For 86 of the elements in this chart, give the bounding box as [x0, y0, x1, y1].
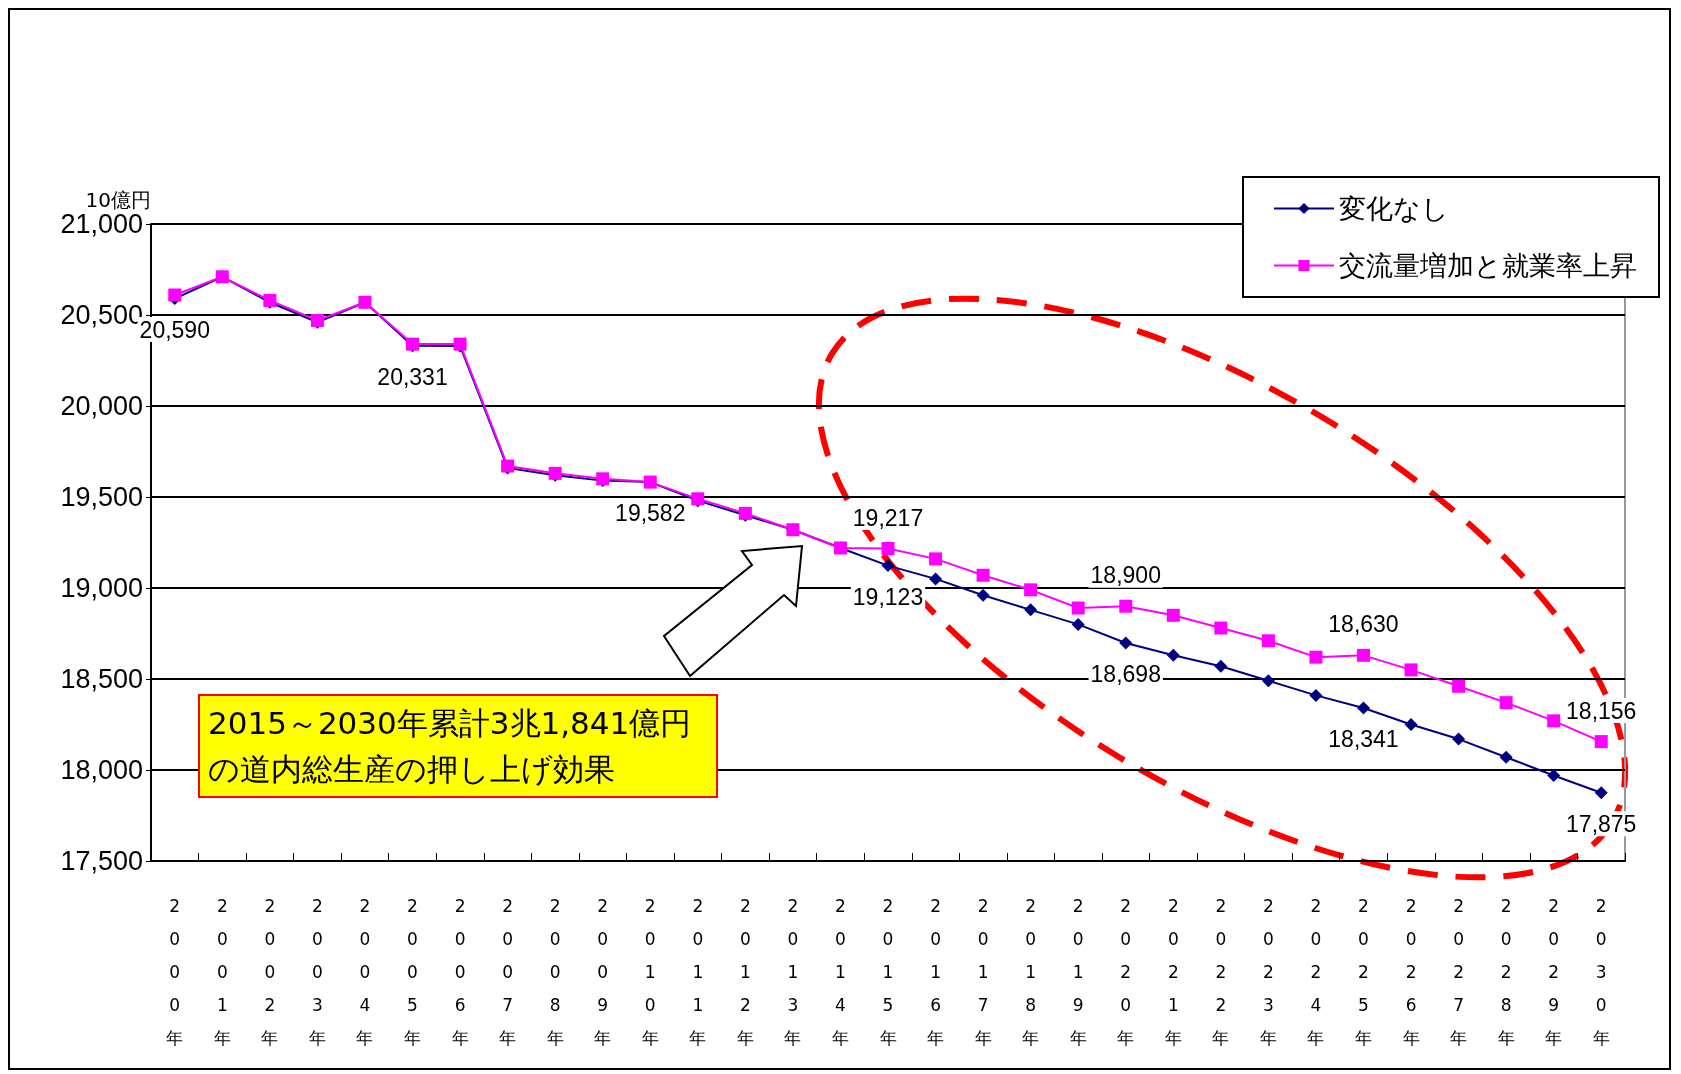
x-tick-label: 2020年 — [1117, 895, 1135, 1048]
point — [1356, 701, 1370, 715]
x-tick-label: 2006年 — [451, 895, 469, 1048]
x-tick-label: 2018年 — [1022, 895, 1040, 1048]
x-tick-label: 2000年 — [166, 895, 184, 1048]
y-tick-label: 18,500 — [60, 664, 143, 694]
point — [1214, 621, 1228, 635]
x-tick-label: 2005年 — [404, 895, 422, 1048]
point — [1499, 750, 1513, 764]
point — [1452, 679, 1466, 693]
y-tick-label: 18,000 — [60, 755, 143, 785]
point — [1261, 674, 1275, 688]
point — [1499, 696, 1513, 710]
x-tick-label: 2025年 — [1354, 895, 1372, 1048]
data-label: 19,123 — [852, 583, 924, 610]
data-label: 20,590 — [139, 316, 210, 343]
data-label: 18,698 — [1090, 660, 1161, 687]
y-axis-title: 10億円 — [85, 188, 151, 212]
point — [976, 588, 990, 602]
point — [1071, 601, 1085, 615]
x-tick-label: 2021年 — [1164, 895, 1182, 1048]
point — [1309, 650, 1323, 664]
data-label: 17,875 — [1566, 810, 1637, 837]
x-tick-label: 2028年 — [1497, 895, 1515, 1048]
point — [1024, 603, 1038, 617]
x-tick-label: 2026年 — [1402, 895, 1420, 1048]
point — [1119, 599, 1133, 613]
x-tick-label: 2011年 — [689, 895, 707, 1048]
x-tick-label: 2013年 — [784, 895, 802, 1048]
point — [1404, 718, 1418, 731]
data-label: 19,217 — [852, 504, 924, 531]
point — [976, 568, 990, 582]
point — [1166, 648, 1180, 662]
x-tick-label: 2029年 — [1545, 895, 1563, 1048]
point — [929, 572, 943, 586]
x-tick-label: 2014年 — [831, 895, 849, 1048]
data-label: 20,331 — [377, 363, 448, 390]
x-tick-label: 2030年 — [1592, 895, 1610, 1048]
y-tick-label: 21,000 — [60, 209, 143, 239]
data-label: 18,341 — [1328, 725, 1399, 752]
x-tick-label: 2008年 — [546, 895, 564, 1048]
point — [1547, 768, 1561, 782]
x-tick-label: 2009年 — [594, 895, 612, 1048]
point — [1261, 634, 1275, 648]
x-tick-label: 2007年 — [499, 895, 517, 1048]
y-tick-label: 17,500 — [60, 846, 143, 876]
point — [881, 542, 895, 556]
point — [881, 559, 895, 573]
point — [1309, 688, 1323, 702]
x-tick-label: 2024年 — [1307, 895, 1325, 1048]
point — [1452, 732, 1466, 746]
legend-label: 変化なし — [1339, 193, 1449, 224]
data-label: 18,900 — [1090, 562, 1161, 589]
data-label: 18,156 — [1566, 697, 1637, 724]
y-tick-label: 20,000 — [60, 391, 143, 421]
x-tick-label: 2017年 — [974, 895, 992, 1048]
point — [1404, 663, 1418, 677]
point — [1119, 636, 1133, 650]
point — [1547, 714, 1561, 728]
x-tick-label: 2022年 — [1212, 895, 1230, 1048]
x-tick-label: 2016年 — [927, 895, 945, 1048]
x-tick-label: 2010年 — [641, 895, 659, 1048]
x-tick-label: 2015年 — [879, 895, 897, 1048]
point — [1166, 608, 1180, 622]
point — [1071, 617, 1085, 631]
point — [1594, 786, 1608, 800]
point — [1594, 735, 1608, 749]
point — [168, 288, 182, 302]
point — [1356, 648, 1370, 662]
x-tick-label: 2002年 — [261, 895, 279, 1048]
x-tick-label: 2027年 — [1450, 895, 1468, 1048]
point — [1214, 659, 1228, 673]
y-tick-label: 19,500 — [60, 482, 143, 512]
y-tick-label: 19,000 — [60, 573, 143, 603]
x-tick-label: 2003年 — [308, 895, 326, 1048]
data-label: 19,582 — [615, 500, 686, 527]
legend-label: 交流量増加と就業率上昇 — [1339, 250, 1637, 281]
annotation: 2015～2030年累計3兆1,841億円の道内総生産の押し上げ効果 — [208, 705, 692, 787]
x-tick-label: 2004年 — [356, 895, 374, 1048]
x-tick-label: 2001年 — [213, 895, 231, 1048]
point — [1024, 583, 1038, 597]
x-tick-label: 2023年 — [1259, 895, 1277, 1048]
point — [929, 552, 943, 566]
data-label: 18,630 — [1328, 611, 1399, 638]
x-tick-label: 2019年 — [1069, 895, 1087, 1048]
x-tick-label: 2012年 — [736, 895, 754, 1048]
